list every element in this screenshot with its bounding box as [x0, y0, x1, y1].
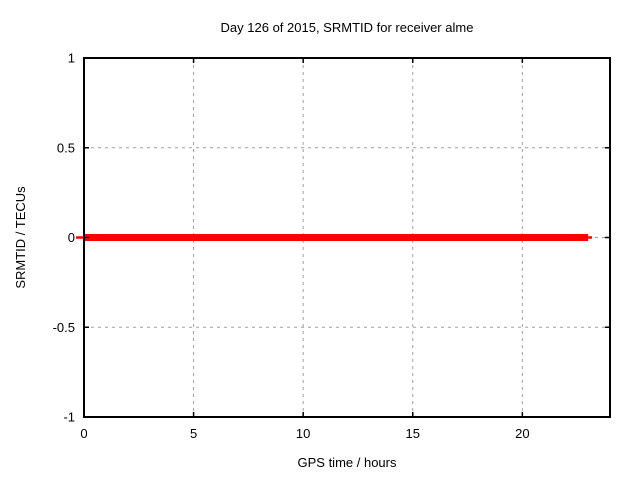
x-tick-label: 20 — [515, 426, 529, 441]
chart-title: Day 126 of 2015, SRMTID for receiver alm… — [221, 20, 474, 35]
y-tick-label: -1 — [63, 410, 75, 425]
y-tick-label: 0.5 — [57, 140, 75, 155]
x-tick-label: 15 — [406, 426, 420, 441]
y-tick-label: 1 — [68, 51, 75, 66]
tick-label-layer: 0 5 10 15 20 -1 -0.5 0 0.5 1 — [53, 51, 530, 442]
y-tick-label: 0 — [68, 230, 75, 245]
x-tick-label: 0 — [80, 426, 87, 441]
x-axis-label: GPS time / hours — [298, 455, 397, 470]
x-tick-label: 5 — [190, 426, 197, 441]
y-axis-label: SRMTID / TECUs — [13, 186, 28, 289]
y-tick-label: -0.5 — [53, 320, 75, 335]
x-tick-label: 10 — [296, 426, 310, 441]
axis-layer — [83, 57, 611, 418]
plot-border — [83, 57, 611, 418]
